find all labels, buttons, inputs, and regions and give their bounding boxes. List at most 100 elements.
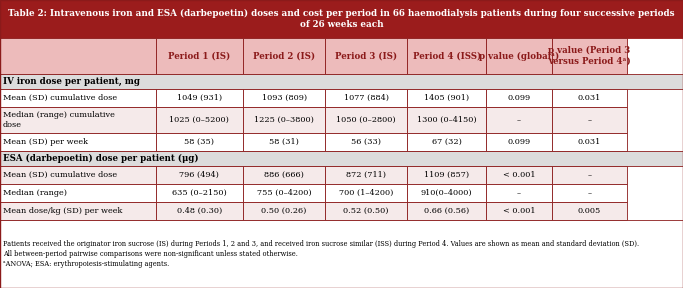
Bar xyxy=(156,107,243,133)
Bar xyxy=(0,220,683,288)
Bar xyxy=(407,107,486,133)
Text: 0.005: 0.005 xyxy=(578,207,601,215)
Text: 0.099: 0.099 xyxy=(507,138,531,146)
Text: –: – xyxy=(587,171,591,179)
Bar xyxy=(0,89,156,107)
Text: 0.031: 0.031 xyxy=(578,94,601,102)
Text: Mean (SD) per week: Mean (SD) per week xyxy=(3,138,88,146)
Bar xyxy=(552,166,627,184)
Bar xyxy=(243,38,325,74)
Text: 910(0–4000): 910(0–4000) xyxy=(421,189,473,197)
Text: < 0.001: < 0.001 xyxy=(503,171,535,179)
Bar xyxy=(325,166,407,184)
Bar xyxy=(0,107,156,133)
Text: 0.031: 0.031 xyxy=(578,138,601,146)
Bar xyxy=(325,133,407,151)
Text: IV iron dose per patient, mg: IV iron dose per patient, mg xyxy=(3,77,140,86)
Bar xyxy=(325,202,407,220)
Text: 700 (1–4200): 700 (1–4200) xyxy=(339,189,393,197)
Bar xyxy=(156,133,243,151)
Text: 1077 (884): 1077 (884) xyxy=(344,94,389,102)
Text: Period 3 (IS): Period 3 (IS) xyxy=(335,52,397,60)
Text: 1050 (0–2800): 1050 (0–2800) xyxy=(336,116,396,124)
Text: Median (range): Median (range) xyxy=(3,189,67,197)
Bar xyxy=(325,38,407,74)
Bar xyxy=(243,184,325,202)
Text: p value (globalᵃ): p value (globalᵃ) xyxy=(479,52,559,60)
Text: 872 (711): 872 (711) xyxy=(346,171,386,179)
Text: –: – xyxy=(517,189,521,197)
Text: 1093 (809): 1093 (809) xyxy=(262,94,307,102)
Bar xyxy=(0,202,156,220)
Bar xyxy=(0,151,683,166)
Text: 1109 (857): 1109 (857) xyxy=(424,171,469,179)
Bar xyxy=(407,38,486,74)
Bar xyxy=(0,0,683,38)
Bar xyxy=(243,133,325,151)
Bar xyxy=(552,107,627,133)
Bar xyxy=(552,89,627,107)
Bar xyxy=(552,184,627,202)
Bar xyxy=(325,89,407,107)
Bar xyxy=(486,38,552,74)
Bar xyxy=(0,184,156,202)
Bar xyxy=(243,107,325,133)
Bar xyxy=(156,38,243,74)
Bar xyxy=(486,184,552,202)
Text: 1225 (0–3800): 1225 (0–3800) xyxy=(254,116,314,124)
Text: –: – xyxy=(587,116,591,124)
Bar xyxy=(156,202,243,220)
Bar xyxy=(325,184,407,202)
Text: 58 (31): 58 (31) xyxy=(269,138,299,146)
Text: 1049 (931): 1049 (931) xyxy=(177,94,222,102)
Text: Mean (SD) cumulative dose: Mean (SD) cumulative dose xyxy=(3,171,117,179)
Text: 67 (32): 67 (32) xyxy=(432,138,462,146)
Text: 635 (0–2150): 635 (0–2150) xyxy=(172,189,227,197)
Bar xyxy=(0,74,683,89)
Text: 886 (666): 886 (666) xyxy=(264,171,304,179)
Text: 0.48 (0.30): 0.48 (0.30) xyxy=(177,207,222,215)
Bar xyxy=(156,166,243,184)
Text: Period 4 (ISS): Period 4 (ISS) xyxy=(413,52,481,60)
Text: 1405 (901): 1405 (901) xyxy=(424,94,469,102)
Bar xyxy=(243,166,325,184)
Text: –: – xyxy=(587,189,591,197)
Bar xyxy=(552,133,627,151)
Text: < 0.001: < 0.001 xyxy=(503,207,535,215)
Text: 1025 (0–5200): 1025 (0–5200) xyxy=(169,116,229,124)
Bar xyxy=(486,107,552,133)
Bar xyxy=(243,89,325,107)
Bar xyxy=(407,166,486,184)
Bar xyxy=(243,202,325,220)
Bar xyxy=(486,133,552,151)
Text: Period 1 (IS): Period 1 (IS) xyxy=(168,52,231,60)
Text: 1300 (0–4150): 1300 (0–4150) xyxy=(417,116,477,124)
Text: Mean (SD) cumulative dose: Mean (SD) cumulative dose xyxy=(3,94,117,102)
Text: 0.099: 0.099 xyxy=(507,94,531,102)
Bar xyxy=(0,133,156,151)
Bar xyxy=(407,202,486,220)
Text: 0.66 (0.56): 0.66 (0.56) xyxy=(424,207,469,215)
Text: ESA (darbepoetin) dose per patient (μg): ESA (darbepoetin) dose per patient (μg) xyxy=(3,154,199,163)
Text: p value (Period 3
versus Period 4ᵃ): p value (Period 3 versus Period 4ᵃ) xyxy=(548,46,631,66)
Bar xyxy=(156,184,243,202)
Bar xyxy=(0,166,156,184)
Bar xyxy=(552,38,627,74)
Bar xyxy=(325,107,407,133)
Text: Period 2 (IS): Period 2 (IS) xyxy=(253,52,315,60)
Bar xyxy=(407,133,486,151)
Text: Table 2: Intravenous iron and ESA (darbepoetin) doses and cost per period in 66 : Table 2: Intravenous iron and ESA (darbe… xyxy=(8,9,675,29)
Text: Patients received the originator iron sucrose (IS) during Periods 1, 2 and 3, an: Patients received the originator iron su… xyxy=(3,240,639,268)
Bar xyxy=(552,202,627,220)
Bar xyxy=(486,166,552,184)
Bar xyxy=(0,38,156,74)
Text: 58 (35): 58 (35) xyxy=(184,138,214,146)
Bar xyxy=(156,89,243,107)
Bar xyxy=(407,89,486,107)
Bar xyxy=(407,184,486,202)
Text: –: – xyxy=(517,116,521,124)
Text: Mean dose/kg (SD) per week: Mean dose/kg (SD) per week xyxy=(3,207,122,215)
Text: Median (range) cumulative
dose: Median (range) cumulative dose xyxy=(3,111,115,129)
Bar xyxy=(486,202,552,220)
Text: 0.52 (0.50): 0.52 (0.50) xyxy=(344,207,389,215)
